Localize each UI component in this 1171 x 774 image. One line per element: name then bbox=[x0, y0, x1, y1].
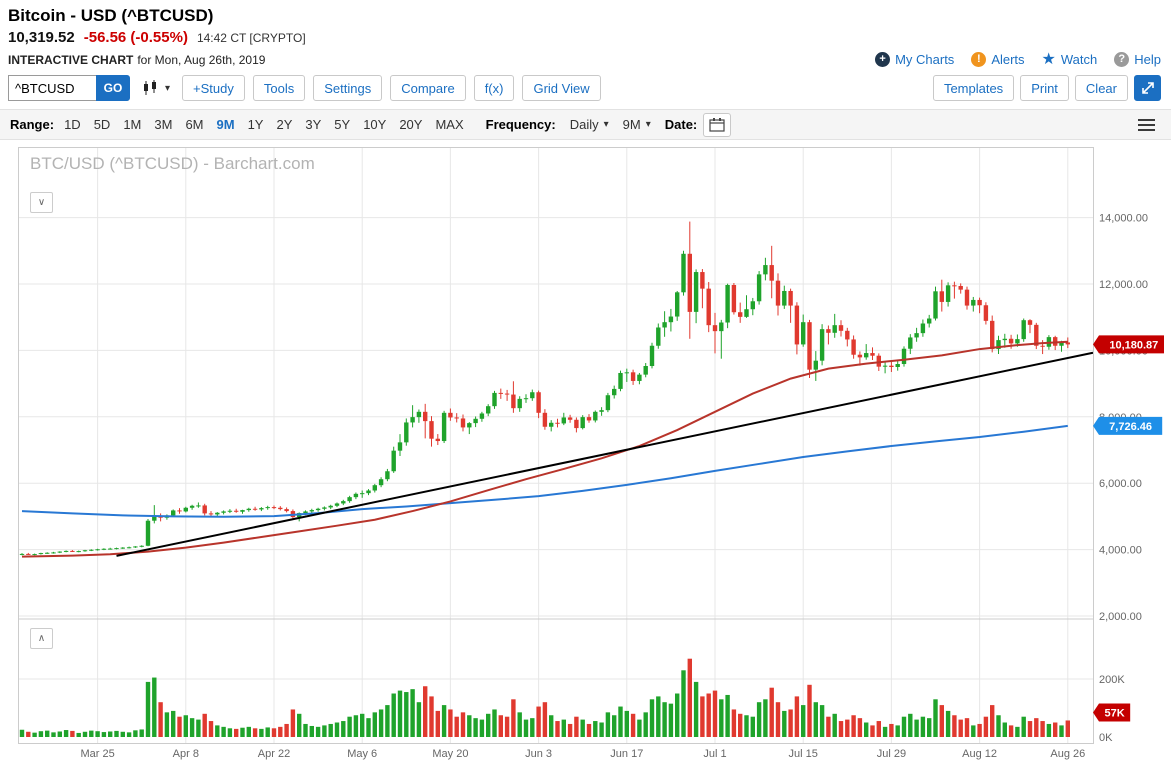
range-10y[interactable]: 10Y bbox=[363, 117, 387, 132]
svg-text:0K: 0K bbox=[1099, 732, 1113, 744]
menu-button[interactable] bbox=[1136, 115, 1157, 135]
svg-text:Jun 17: Jun 17 bbox=[610, 748, 643, 760]
question-circle-icon: ? bbox=[1114, 52, 1130, 67]
watch-link[interactable]: ★ Watch bbox=[1041, 51, 1098, 68]
go-button[interactable]: GO bbox=[96, 75, 130, 101]
chart-watermark-title: BTC/USD (^BTCUSD) - Barchart.com bbox=[30, 154, 315, 173]
print-button[interactable]: Print bbox=[1020, 75, 1069, 101]
svg-text:6,000.00: 6,000.00 bbox=[1099, 478, 1142, 490]
chevron-down-icon: ▾ bbox=[165, 82, 171, 94]
range-2y[interactable]: 2Y bbox=[276, 117, 293, 132]
svg-text:200K: 200K bbox=[1099, 674, 1125, 686]
range-bar: Range: 1D 5D 1M 3M 6M 9M 1Y 2Y 3Y 5Y 10Y… bbox=[0, 109, 1171, 140]
range-1d[interactable]: 1D bbox=[64, 117, 81, 132]
chevron-down-icon: ∨ bbox=[37, 196, 46, 208]
range-3m[interactable]: 3M bbox=[154, 117, 173, 132]
svg-text:Jul 1: Jul 1 bbox=[703, 748, 726, 760]
svg-text:2,000.00: 2,000.00 bbox=[1099, 611, 1142, 623]
frequency-select[interactable]: Daily ▾ bbox=[569, 117, 609, 132]
svg-text:14,000.00: 14,000.00 bbox=[1099, 213, 1148, 225]
date-label: Date: bbox=[664, 117, 698, 132]
svg-text:4,000.00: 4,000.00 bbox=[1099, 545, 1142, 557]
study-button[interactable]: +Study bbox=[182, 75, 245, 101]
tools-button[interactable]: Tools bbox=[252, 75, 306, 101]
session-time: 14:42 CT [CRYPTO] bbox=[196, 31, 306, 45]
frequency-label: Frequency: bbox=[485, 117, 556, 132]
volume-collapse-button[interactable]: ∧ bbox=[30, 628, 53, 649]
svg-text:57K: 57K bbox=[1105, 707, 1125, 719]
svg-text:12,000.00: 12,000.00 bbox=[1099, 279, 1148, 291]
hamburger-icon bbox=[1138, 118, 1155, 121]
chevron-down-icon: ▾ bbox=[645, 119, 651, 130]
price-change: -56.56 (-0.55%) bbox=[83, 29, 188, 46]
svg-text:Jul 15: Jul 15 bbox=[789, 748, 818, 760]
range-1y[interactable]: 1Y bbox=[247, 117, 264, 132]
chart-toolbar: GO ▾ +Study Tools Settings Compare f(x) … bbox=[0, 67, 1171, 109]
svg-text:Aug 12: Aug 12 bbox=[962, 748, 997, 760]
symbol-title: Bitcoin - USD (^BTCUSD) bbox=[8, 6, 214, 25]
chart-date-label: for Mon, Aug 26th, 2019 bbox=[137, 52, 266, 67]
compare-button[interactable]: Compare bbox=[390, 75, 466, 101]
range-5y[interactable]: 5Y bbox=[334, 117, 351, 132]
svg-text:Jun 3: Jun 3 bbox=[525, 748, 552, 760]
svg-text:7,726.46: 7,726.46 bbox=[1109, 421, 1152, 433]
price-chart-canvas[interactable]: 2,000.004,000.006,000.008,000.0010,000.0… bbox=[18, 147, 1164, 765]
range-6m[interactable]: 6M bbox=[185, 117, 204, 132]
last-price: 10,319.52 bbox=[8, 29, 75, 46]
period-select[interactable]: 9M ▾ bbox=[622, 117, 651, 132]
date-picker-button[interactable] bbox=[703, 112, 732, 137]
svg-text:Jul 29: Jul 29 bbox=[877, 748, 906, 760]
chart-type-button[interactable]: ▾ bbox=[138, 80, 174, 96]
grid-view-button[interactable]: Grid View bbox=[522, 75, 601, 101]
page-header: Bitcoin - USD (^BTCUSD) 10,319.52 -56.56… bbox=[0, 0, 1171, 68]
star-icon: ★ bbox=[1041, 51, 1056, 68]
fx-button[interactable]: f(x) bbox=[473, 75, 515, 101]
svg-text:Apr 22: Apr 22 bbox=[258, 748, 290, 760]
chevron-down-icon: ▾ bbox=[603, 119, 609, 130]
range-max[interactable]: MAX bbox=[435, 117, 464, 132]
templates-button[interactable]: Templates bbox=[932, 75, 1015, 101]
my-charts-link[interactable]: + My Charts bbox=[875, 52, 954, 67]
svg-text:10,180.87: 10,180.87 bbox=[1109, 339, 1158, 351]
range-1m[interactable]: 1M bbox=[123, 117, 142, 132]
symbol-input[interactable] bbox=[8, 75, 96, 101]
svg-text:May 6: May 6 bbox=[347, 748, 377, 760]
svg-text:May 20: May 20 bbox=[432, 748, 468, 760]
svg-text:Apr 8: Apr 8 bbox=[173, 748, 199, 760]
chart-dropdown-button[interactable]: ∨ bbox=[30, 192, 53, 213]
fullscreen-button[interactable] bbox=[1134, 75, 1161, 101]
candlestick-icon bbox=[144, 80, 156, 95]
alerts-link[interactable]: ! Alerts bbox=[971, 52, 1025, 67]
range-3y[interactable]: 3Y bbox=[305, 117, 322, 132]
svg-text:Aug 26: Aug 26 bbox=[1050, 748, 1085, 760]
range-20y[interactable]: 20Y bbox=[399, 117, 423, 132]
chart-area: 2,000.004,000.006,000.008,000.0010,000.0… bbox=[18, 147, 1164, 765]
range-5d[interactable]: 5D bbox=[93, 117, 111, 132]
range-label: Range: bbox=[10, 117, 55, 132]
expand-icon bbox=[1141, 82, 1154, 94]
plus-circle-icon: + bbox=[875, 52, 891, 67]
clear-button[interactable]: Clear bbox=[1074, 75, 1128, 101]
svg-text:Mar 25: Mar 25 bbox=[80, 748, 114, 760]
chevron-up-icon: ∧ bbox=[37, 632, 46, 644]
exclamation-circle-icon: ! bbox=[971, 52, 987, 67]
range-9m-selected[interactable]: 9M bbox=[216, 117, 235, 132]
calendar-icon bbox=[709, 118, 725, 132]
interactive-chart-label: INTERACTIVE CHART bbox=[8, 52, 134, 67]
help-link[interactable]: ? Help bbox=[1114, 52, 1161, 67]
settings-button[interactable]: Settings bbox=[313, 75, 383, 101]
